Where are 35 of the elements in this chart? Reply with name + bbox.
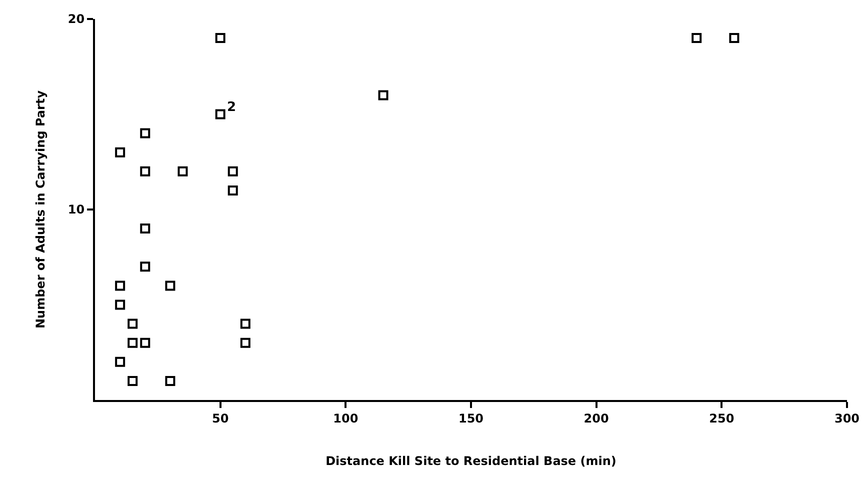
point: [165, 280, 176, 291]
y-tick-label: 20: [68, 12, 85, 26]
annotation: 2: [227, 100, 236, 115]
point: [165, 376, 176, 386]
y-tick-label: 10: [68, 202, 85, 217]
point: [378, 90, 388, 100]
point: [729, 33, 740, 44]
point: [215, 33, 226, 44]
x-tick-label: 150: [458, 411, 484, 426]
x-tick-label: 50: [212, 411, 229, 426]
point: [115, 280, 126, 291]
point: [140, 338, 150, 348]
point: [140, 262, 150, 272]
x-axis-title: Distance Kill Site to Residential Base (min): [326, 454, 616, 468]
point: [115, 356, 126, 367]
point: [128, 376, 138, 386]
y-axis-title: Number of Adults in Carrying Party: [34, 90, 48, 329]
point: [115, 147, 126, 158]
point: [140, 224, 150, 234]
x-tick-label: 200: [584, 411, 609, 426]
point: [115, 300, 126, 310]
point: [140, 128, 150, 138]
point: [215, 109, 226, 120]
point: [240, 318, 250, 329]
x-tick-label: 100: [333, 411, 358, 426]
x-tick-label: 250: [709, 411, 734, 426]
point: [240, 338, 250, 348]
x-tick-label: 300: [834, 411, 860, 426]
point: [140, 166, 150, 176]
point: [228, 166, 238, 176]
point: [128, 338, 138, 348]
point: [692, 33, 702, 44]
point: [178, 166, 188, 176]
point: [228, 185, 238, 196]
point: [128, 318, 138, 329]
